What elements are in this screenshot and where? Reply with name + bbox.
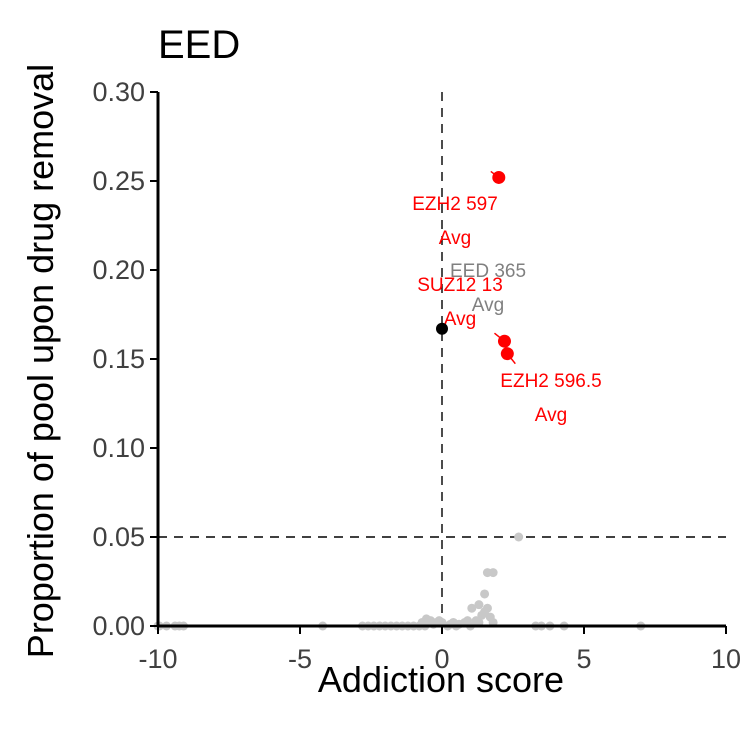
x-tick-label: 10 <box>711 644 741 674</box>
highlight-point[interactable] <box>492 170 506 184</box>
y-tick-label: 0.15 <box>92 344 145 374</box>
highlight-label-avg: Avg <box>444 309 476 330</box>
plot-area: -10 -5 0 5 10 0.00 0.05 0.10 0.15 0.20 0.25 0.30 EZH… <box>92 77 741 674</box>
highlight-point[interactable] <box>497 334 511 348</box>
x-tick-label: -10 <box>138 644 177 674</box>
y-tick-label: 0.20 <box>92 255 145 285</box>
y-tick-label: 0.05 <box>92 522 145 552</box>
y-tick-label: 0.30 <box>92 77 145 107</box>
background-point <box>514 532 524 542</box>
y-tick-label: 0.25 <box>92 166 145 196</box>
highlight-label-avg: Avg <box>535 405 567 426</box>
background-point <box>467 603 477 613</box>
y-tick-label: 0.10 <box>92 433 145 463</box>
y-axis-title: Proportion of pool upon drug removal <box>20 64 61 658</box>
reference-label: EED 365 <box>450 261 526 282</box>
background-point <box>480 589 490 599</box>
chart-title: EED <box>158 23 240 67</box>
background-point <box>474 600 484 610</box>
background-point <box>482 603 492 613</box>
y-tick-label: 0.00 <box>92 611 145 641</box>
reference-point[interactable] <box>436 322 448 335</box>
background-point <box>488 568 498 578</box>
highlight-point[interactable] <box>500 347 514 361</box>
background-point <box>421 614 431 624</box>
reference-label-avg: Avg <box>472 295 504 316</box>
x-tick-label: -5 <box>288 644 312 674</box>
highlight-label: SUZ12 13 <box>417 275 503 296</box>
highlight-label: EZH2 597 <box>412 194 498 215</box>
x-axis-title: Addiction score <box>318 659 564 700</box>
highlight-label: EZH2 596.5 <box>500 371 601 392</box>
highlight-label-avg: Avg <box>439 228 471 249</box>
x-tick-label: 5 <box>576 644 591 674</box>
x-tick-label: 0 <box>434 644 449 674</box>
